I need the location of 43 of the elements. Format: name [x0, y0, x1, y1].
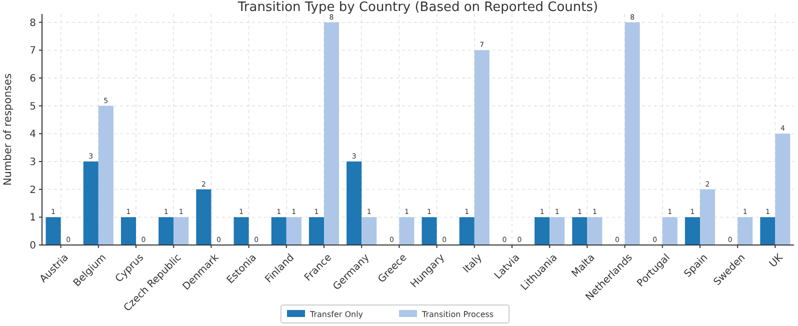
y-tick-label: 2 — [30, 184, 36, 196]
bar — [158, 217, 174, 245]
y-axis-title: Number of responses — [2, 73, 14, 186]
bar — [738, 217, 753, 245]
bar — [760, 217, 776, 245]
bar — [286, 217, 302, 245]
bar — [572, 217, 588, 245]
x-tick-label: UK — [768, 252, 786, 270]
bar — [775, 134, 790, 245]
bar — [83, 162, 98, 245]
y-tick-label: 1 — [30, 212, 36, 224]
y-tick-label: 0 — [30, 240, 36, 252]
legend-label: Transition Process — [421, 310, 494, 319]
bar — [534, 217, 550, 245]
bar — [422, 217, 437, 245]
bar — [684, 217, 700, 245]
y-tick-label: 4 — [30, 129, 36, 140]
bar — [346, 162, 362, 245]
y-tick-label: 8 — [30, 18, 36, 29]
bar — [120, 217, 136, 245]
legend-label: Transfer Only — [309, 310, 364, 319]
bar — [459, 217, 474, 245]
bar — [234, 217, 249, 245]
chart-title: Transition Type by Country (Based on Reported Counts) — [236, 0, 598, 15]
y-tick-label: 7 — [30, 46, 36, 57]
bar — [196, 189, 212, 245]
bar — [308, 217, 324, 245]
bar — [700, 189, 716, 245]
bar — [98, 106, 114, 245]
bar — [271, 217, 286, 245]
bar — [662, 217, 678, 245]
bar — [362, 217, 377, 245]
bar — [324, 22, 340, 245]
bar — [46, 217, 61, 245]
bar — [399, 217, 414, 245]
bar — [474, 50, 490, 245]
bar — [587, 217, 602, 245]
y-tick-label: 6 — [30, 74, 36, 85]
y-tick-label: 5 — [30, 101, 36, 112]
bar — [174, 217, 189, 245]
bar — [624, 22, 640, 245]
y-tick-label: 3 — [30, 157, 36, 168]
bar — [550, 217, 565, 245]
